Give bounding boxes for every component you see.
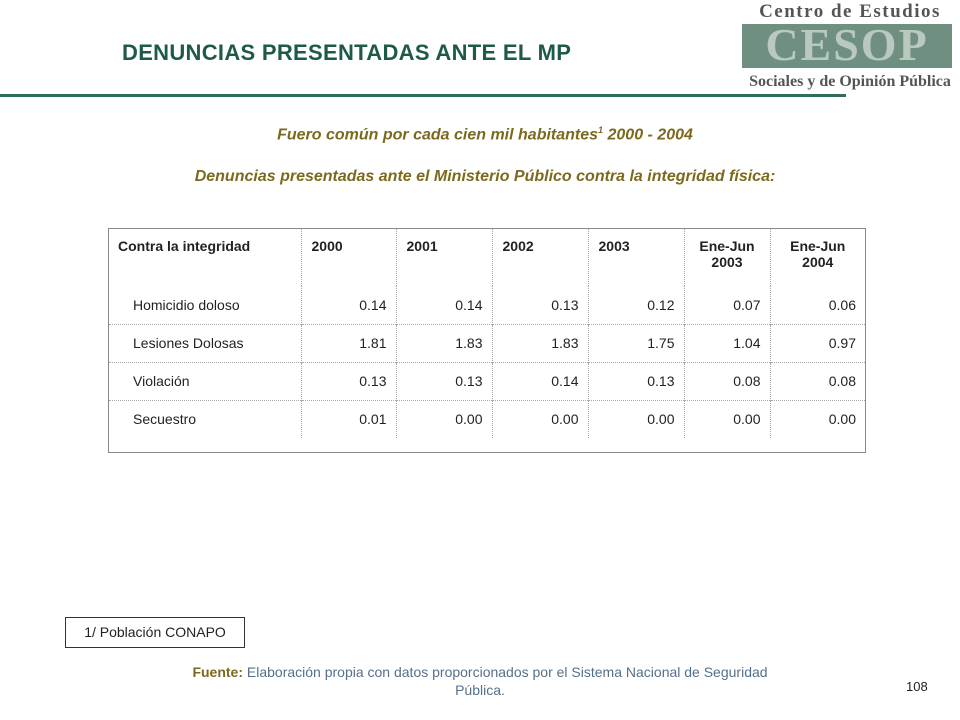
subtitle2: Denuncias presentadas ante el Ministerio… (194, 168, 776, 185)
table-row: Homicidio doloso 0.14 0.14 0.13 0.12 0.07 0.06 (109, 286, 865, 324)
cell: 0.14 (396, 286, 493, 324)
column-header: Ene-Jun 2003 (684, 229, 771, 286)
cell: 1.75 (588, 323, 685, 362)
column-header: 2002 (492, 229, 589, 286)
column-header: Contra la integridad (109, 229, 302, 286)
page-number: 108 (906, 679, 928, 694)
row-label: Violación (109, 361, 302, 400)
subtitle: Fuero común por cada cien mil habitantes… (0, 125, 960, 144)
cell: 0.08 (770, 361, 865, 400)
cell: 0.01 (301, 399, 397, 438)
row-label: Lesiones Dolosas (109, 323, 302, 362)
row-label: Secuestro (109, 399, 302, 438)
subtitle-text: Fuero común por cada cien mil habitantes (277, 126, 599, 144)
source: Fuente: Elaboración propia con datos pro… (170, 663, 790, 699)
cell: 0.00 (396, 399, 493, 438)
cell: 0.97 (770, 323, 865, 362)
cell: 1.83 (492, 323, 589, 362)
title-rule (0, 94, 846, 97)
table: Contra la integridad 2000 2001 2002 2003 Ene-… (109, 229, 865, 438)
column-header: 2003 (588, 229, 685, 286)
subtitle-sup: 1 (598, 125, 604, 135)
cell: 0.00 (684, 399, 771, 438)
cell: 0.07 (684, 286, 771, 324)
cell: 0.12 (588, 286, 685, 324)
table-body: Homicidio doloso 0.14 0.14 0.13 0.12 0.07 0.06… (109, 286, 865, 438)
logo: Centro de Estudios CESOP Sociales y de O… (742, 1, 952, 90)
table-box: Contra la integridad 2000 2001 2002 2003 Ene-… (108, 228, 866, 453)
cell: 0.13 (301, 361, 397, 400)
cell: 0.06 (828, 296, 856, 313)
cell: 0.13 (588, 361, 685, 400)
cell: 0.00 (492, 399, 589, 438)
column-header: 2000 (301, 229, 397, 286)
header-row: Contra la integridad 2000 2001 2002 2003 Ene-… (109, 229, 865, 286)
cell: 0.14 (492, 361, 589, 400)
row-label: Homicidio doloso (109, 286, 302, 324)
cell: 0.13 (396, 361, 493, 400)
footnote: 1/ Población CONAPO (65, 617, 245, 648)
source-text: Elaboración propia con datos proporciona… (246, 664, 768, 698)
logo-block (742, 24, 952, 68)
logo-bottom: Sociales y de Opinión Pública (749, 73, 951, 90)
cell: 0.00 (588, 399, 685, 438)
column-header: Ene-Jun 2004 (790, 238, 846, 270)
source-label: Fuente: (192, 664, 243, 680)
logo-top: Centro de Estudios (759, 1, 941, 22)
cell: 1.81 (301, 323, 397, 362)
cell: 0.00 (770, 399, 865, 438)
logo-mark: CESOP (765, 19, 928, 70)
cell: 1.04 (684, 323, 771, 362)
title: DENUNCIAS PRESENTADAS ANTE EL MP (122, 40, 572, 65)
table-row: Secuestro 0.01 0.00 0.00 0.00 0.00 0.00 (109, 399, 865, 438)
table-row: Lesiones Dolosas 1.81 1.83 1.83 1.75 1.04 0.97 (109, 323, 865, 362)
column-header: 2001 (396, 229, 493, 286)
cell: 0.14 (301, 286, 397, 324)
cell: 1.83 (396, 323, 493, 362)
table-row: Violación 0.13 0.13 0.14 0.13 0.08 0.08 (109, 361, 865, 400)
subtitle-tail: 2000 - 2004 (603, 126, 693, 144)
cell: 0.13 (492, 286, 589, 324)
cell: 0.08 (684, 361, 771, 400)
